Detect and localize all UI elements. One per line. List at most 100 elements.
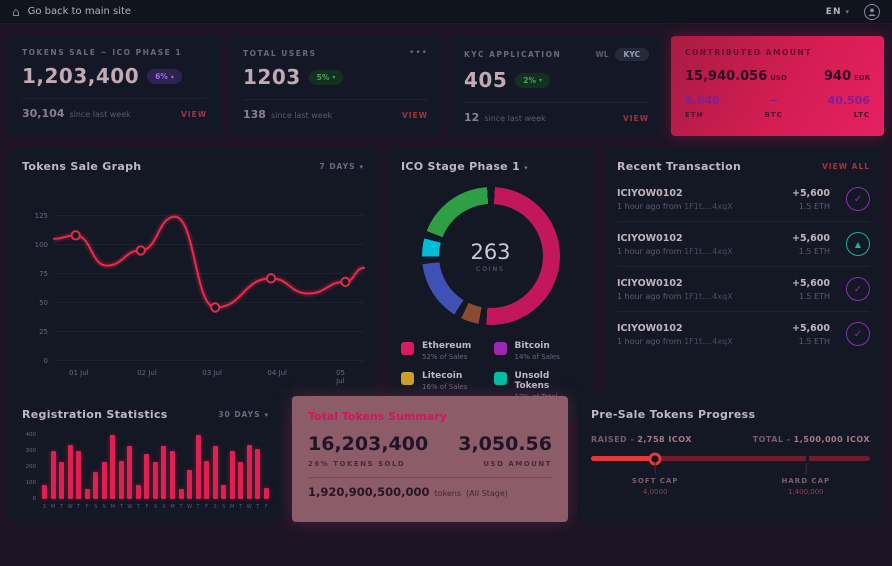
legend-swatch [493, 372, 507, 385]
x-tick-label: T [119, 504, 123, 510]
check-circle-icon: ✓ [846, 187, 870, 211]
stat-label: TOTAL USERS [243, 48, 317, 58]
ltc-amount: 40.506 LTC [827, 94, 870, 119]
x-tick-label: T [256, 504, 260, 510]
data-point-marker [340, 276, 351, 288]
stats-row: TOKENS SALE ~ ICO PHASE 1 1,203,400 6% ▴ … [8, 36, 884, 136]
progress-slider[interactable] [591, 452, 870, 465]
view-all-link[interactable]: VIEW ALL [822, 162, 870, 171]
x-tick-label: W [246, 504, 252, 510]
x-tick-label: S [94, 504, 98, 510]
x-axis-labels: 01 Jul 02 Jul 03 Jul 04 Jul 05 Jul [54, 369, 364, 385]
transaction-row[interactable]: ICIYOW0102 1 hour ago from 1F1t....4xqX … [617, 177, 870, 221]
total-tokens-line: 1,920,900,500,000 tokens (All Stage) [308, 477, 552, 499]
y-tick-label: 0 [32, 496, 37, 502]
panel-title: Recent Transaction [617, 160, 742, 173]
x-tick-label: T [77, 504, 81, 510]
gridline [54, 214, 364, 216]
x-tick-label: M [170, 504, 175, 510]
stat-card-kyc-application: KYC APPLICATION WL KYC 405 2% ▾ 12 since … [450, 36, 663, 136]
wl-toggle[interactable]: WL [595, 50, 609, 59]
y-tick-label: 50 [39, 298, 48, 307]
bar [93, 471, 99, 499]
bar [221, 484, 227, 499]
bar [76, 451, 82, 499]
transaction-row[interactable]: ICIYOW0102 1 hour ago from 1F1t....4xqX … [617, 311, 870, 356]
line-chart: 0 25 50 75 100 125 [22, 201, 366, 365]
bar [255, 449, 261, 499]
x-tick-label: 04 Jul [267, 369, 287, 377]
delta-caption: since last week [69, 110, 131, 119]
gridline [54, 272, 364, 274]
check-circle-icon: ✓ [846, 322, 870, 346]
range-dropdown[interactable]: 7 DAYS ▾ [319, 162, 364, 171]
chevron-down-icon: ▾ [524, 164, 528, 172]
x-tick-label: W [187, 504, 193, 510]
bar [238, 462, 244, 499]
chevron-down-icon: ▾ [845, 7, 850, 16]
kyc-toggle[interactable]: KYC [614, 48, 649, 61]
tokens-sale-graph-panel: Tokens Sale Graph 7 DAYS ▾ 0 25 50 75 100 125… [8, 148, 378, 421]
more-options-icon[interactable]: ••• [409, 48, 428, 58]
x-tick-label: 05 Jul [336, 369, 346, 385]
view-link[interactable]: VIEW [181, 110, 207, 119]
delta-caption: since last week [270, 111, 333, 120]
bar [118, 460, 124, 499]
usd-amount-block: 3,050.56 USD AMOUNT [458, 433, 552, 468]
legend-item-bitcoin: Bitcoin 14% of Sales [493, 341, 581, 361]
x-tick-label: S [42, 504, 47, 510]
user-avatar[interactable] [864, 3, 880, 20]
back-to-main-site-link[interactable]: ⌂ Go back to main site [12, 5, 131, 19]
trend-arrow-icon: ▴ [170, 72, 174, 80]
bar-chart: 0 100 200 300 400 [22, 432, 269, 502]
stat-value: 1,203,400 [22, 64, 140, 88]
eth-amount: 5.646 ETH [685, 94, 720, 119]
bar [84, 489, 90, 499]
y-tick-label: 400 [25, 432, 37, 438]
gridline [54, 330, 364, 332]
y-tick-label: 200 [25, 464, 37, 470]
donut-center-label: COINS [476, 265, 505, 273]
data-point-marker [70, 230, 81, 241]
trend-badge: 2% ▾ [515, 72, 550, 88]
panel-title-dropdown[interactable]: ICO Stage Phase 1 ▾ [401, 160, 528, 173]
transaction-row[interactable]: ICIYOW0102 1 hour ago from 1F1t....4xqX … [617, 221, 870, 266]
bar [67, 444, 73, 499]
stat-card-contributed-amount: CONTRIBUTED AMOUNT 15,940.056 USD 940 EUR … [671, 36, 884, 136]
data-point-marker [210, 302, 221, 313]
y-tick-label: 0 [43, 357, 48, 365]
bar [229, 451, 235, 499]
view-link[interactable]: VIEW [402, 111, 428, 120]
y-tick-label: 100 [34, 240, 48, 249]
bar [187, 470, 193, 499]
back-label: Go back to main site [27, 6, 132, 17]
stat-label: CONTRIBUTED AMOUNT [685, 48, 812, 57]
tokens-sold-block: 16,203,400 26% TOKENS SOLD [308, 433, 429, 468]
language-selector[interactable]: EN ▾ [826, 7, 850, 17]
y-tick-label: 75 [39, 269, 48, 278]
panel-title: Tokens Sale Graph [22, 160, 142, 173]
total-amount: TOTAL -1,500,000 ICOX [752, 435, 870, 444]
ico-stage-panel: ICO Stage Phase 1 ▾ 263 COINS Ethereum 52… [387, 148, 594, 421]
bar [59, 462, 65, 499]
transaction-row[interactable]: ICIYOW0102 1 hour ago from 1F1t....4xqX … [617, 266, 870, 311]
panel-title: Total Tokens Summary [308, 410, 447, 423]
bar [195, 435, 201, 499]
x-tick-label: W [127, 504, 133, 510]
mid-row: Tokens Sale Graph 7 DAYS ▾ 0 25 50 75 100 125… [8, 148, 884, 421]
bottom-row: Registration Statistics 30 DAYS ▾ 0 100 20… [8, 396, 884, 522]
y-tick-label: 25 [39, 327, 48, 336]
bar [101, 462, 107, 499]
view-link[interactable]: VIEW [623, 114, 649, 123]
btc-amount: ~ BTC [764, 94, 783, 119]
x-tick-label: S [222, 504, 226, 510]
dashboard-content: TOKENS SALE ~ ICO PHASE 1 1,203,400 6% ▴ … [0, 24, 892, 522]
x-tick-label: F [85, 504, 89, 510]
y-tick-label: 125 [34, 211, 48, 220]
range-dropdown[interactable]: 30 DAYS ▾ [218, 410, 269, 419]
legend-swatch [401, 342, 414, 355]
legend-item-litecoin: Litecoin 16% of Sales [401, 371, 488, 409]
legend-swatch [493, 342, 507, 355]
eur-amount: 940 EUR [824, 69, 870, 84]
